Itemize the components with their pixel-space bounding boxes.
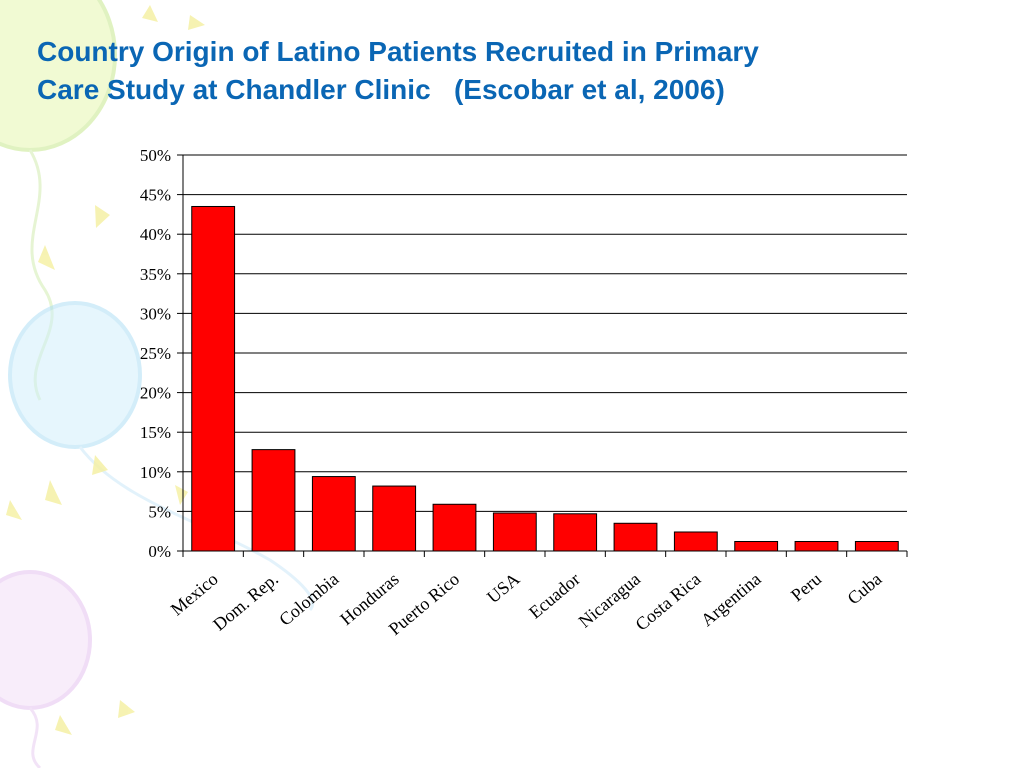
slide-title: Country Origin of Latino Patients Recrui… [37,33,987,109]
x-tick-label: Dom. Rep. [209,569,282,635]
y-tick-label: 15% [140,423,171,442]
bar-cuba [854,540,899,552]
x-tick-label: Peru [787,569,825,606]
y-tick-label: 10% [140,463,171,482]
y-tick-label: 45% [140,186,171,205]
x-tick-label: Cuba [843,569,885,609]
bar-argentina [734,540,779,552]
x-tick-label: Mexico [167,569,222,620]
y-tick-label: 25% [140,344,171,363]
bar-dom-rep [251,449,296,552]
axes [177,154,908,557]
y-tick-label: 40% [140,225,171,244]
y-tick-label: 0% [148,542,171,561]
x-tick-label: Argentina [697,569,765,630]
bar-costa-rica [673,531,718,552]
x-tick-label: Colombia [275,569,342,630]
slide-title-line-1: Country Origin of Latino Patients Recrui… [37,36,759,67]
bars [191,205,899,552]
y-tick-label: 50% [140,146,171,165]
balloon-decoration-blue [8,301,314,612]
bar-peru [794,540,839,552]
bar-honduras [372,485,417,552]
bar-nicaragua [613,522,658,552]
bar-ecuador [553,513,598,552]
bar-mexico [191,205,236,552]
y-tick-label: 30% [140,304,171,323]
balloon-decoration-purple [0,570,92,768]
y-tick-label: 20% [140,384,171,403]
confetti-decoration [6,5,205,735]
gridlines [183,154,907,512]
y-axis-tick-labels: 0% 5% 10% 15% 20% 25% 30% 35% 40% 45% 50% [140,146,171,561]
slide-title-line-2: Care Study at Chandler Clinic (Escobar e… [37,74,725,105]
y-tick-label: 5% [148,502,171,521]
x-tick-label: Costa Rica [631,569,704,635]
x-tick-label: USA [483,569,523,607]
bar-puerto-rico [432,503,477,552]
y-tick-label: 35% [140,265,171,284]
bar-usa [492,512,537,552]
x-tick-label: Ecuador [525,569,584,623]
bar-colombia [311,476,356,552]
